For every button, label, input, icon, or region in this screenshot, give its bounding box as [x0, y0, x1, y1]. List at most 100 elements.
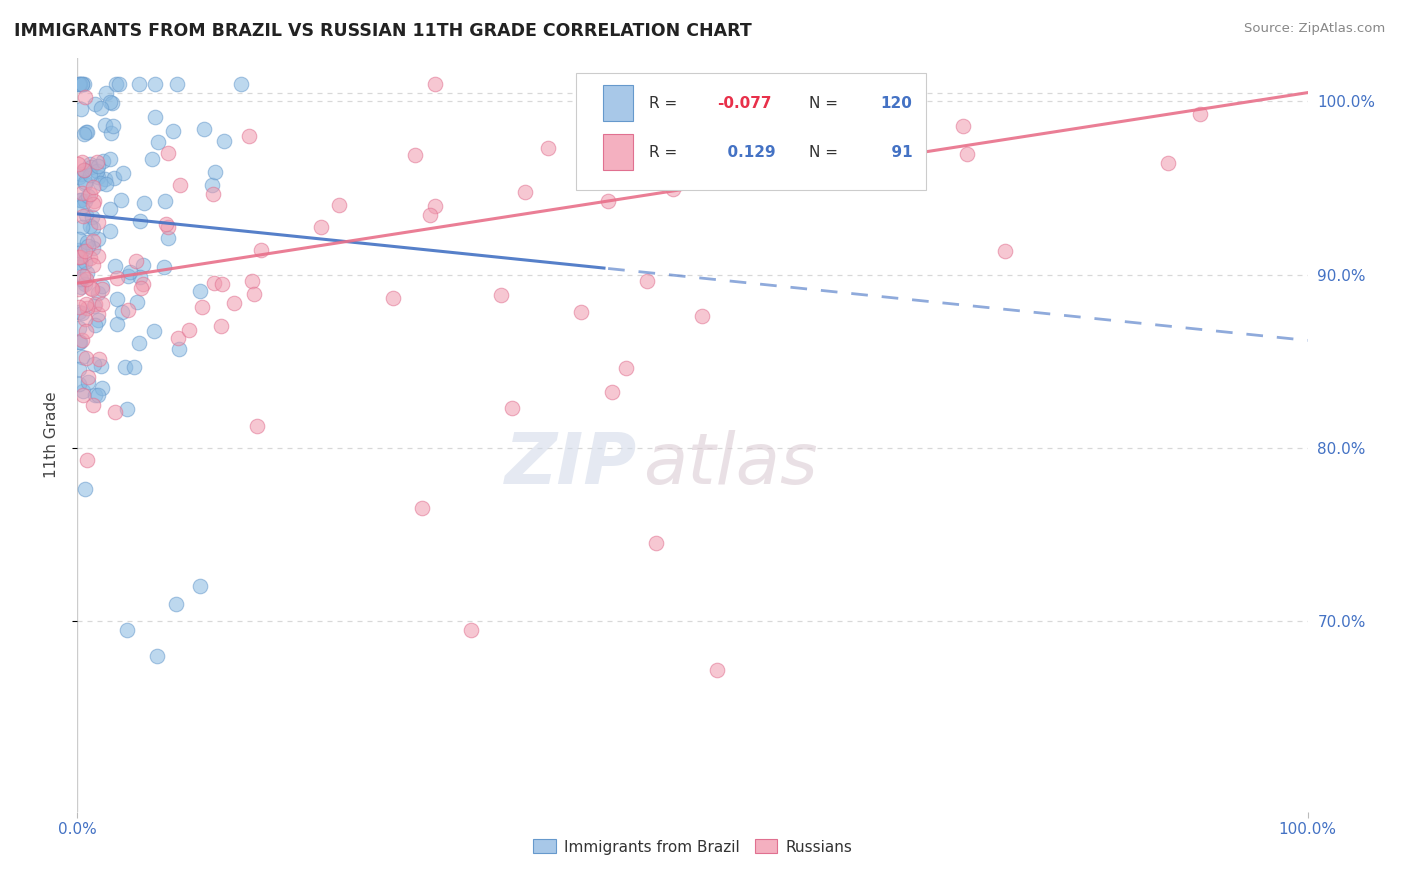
Point: [72, 350, 94, 364]
Point: [501, 401, 523, 415]
Point: [70, 77, 93, 91]
Point: [238, 128, 260, 143]
Point: [994, 244, 1017, 259]
Point: [115, 623, 138, 637]
Point: [117, 268, 139, 283]
Point: [67, 157, 90, 171]
Point: [67, 260, 90, 274]
Point: [955, 147, 977, 161]
Point: [103, 170, 125, 185]
Point: [177, 323, 200, 337]
Point: [117, 303, 139, 318]
Point: [73, 77, 96, 91]
Point: [82, 220, 104, 235]
Point: [209, 318, 232, 333]
Point: [67, 305, 90, 319]
Point: [76, 125, 98, 139]
Point: [90, 381, 112, 395]
Point: [82, 180, 104, 194]
Point: [80, 281, 103, 295]
Point: [83, 194, 105, 208]
Point: [82, 258, 104, 272]
Text: atlas: atlas: [644, 431, 818, 500]
Point: [76, 301, 98, 316]
Point: [1188, 106, 1211, 120]
Point: [104, 260, 127, 274]
Point: [100, 202, 122, 216]
Point: [67, 77, 90, 91]
Point: [82, 399, 104, 413]
Point: [67, 243, 90, 257]
Point: [73, 175, 96, 189]
Point: [114, 359, 136, 374]
Point: [70, 244, 93, 258]
Point: [155, 194, 177, 209]
Point: [73, 163, 96, 178]
Point: [77, 375, 100, 389]
Point: [153, 260, 176, 274]
Text: 0.129: 0.129: [717, 145, 776, 160]
Point: [83, 97, 105, 112]
Point: [75, 255, 97, 269]
Point: [796, 96, 818, 111]
Point: [76, 266, 98, 280]
Point: [129, 281, 152, 295]
Point: [67, 232, 90, 246]
Point: [96, 177, 118, 191]
Text: -0.077: -0.077: [717, 95, 772, 111]
Point: [599, 89, 621, 103]
Point: [100, 95, 122, 110]
Point: [67, 335, 90, 350]
Text: IMMIGRANTS FROM BRAZIL VS RUSSIAN 11TH GRADE CORRELATION CHART: IMMIGRANTS FROM BRAZIL VS RUSSIAN 11TH G…: [14, 22, 752, 40]
Point: [952, 119, 974, 133]
Point: [489, 287, 512, 301]
Point: [105, 271, 128, 285]
Point: [98, 224, 121, 238]
Point: [419, 208, 441, 222]
Point: [240, 274, 263, 288]
Point: [72, 333, 94, 347]
Legend: Immigrants from Brazil, Russians: Immigrants from Brazil, Russians: [527, 833, 858, 861]
Point: [229, 77, 252, 91]
Point: [76, 188, 98, 202]
Point: [103, 405, 125, 419]
Point: [75, 125, 97, 139]
FancyBboxPatch shape: [575, 73, 927, 190]
Point: [79, 251, 101, 265]
Point: [423, 199, 446, 213]
Point: [86, 388, 108, 402]
Point: [93, 172, 115, 186]
Point: [79, 168, 101, 182]
Point: [72, 306, 94, 320]
Point: [69, 102, 91, 116]
Point: [202, 276, 225, 290]
Point: [76, 235, 98, 249]
Point: [146, 648, 169, 663]
Point: [79, 157, 101, 171]
Point: [87, 307, 110, 321]
Point: [67, 300, 90, 314]
Point: [115, 401, 138, 416]
Text: ZIP: ZIP: [505, 431, 637, 500]
Point: [75, 324, 97, 338]
Point: [143, 77, 166, 91]
Point: [90, 359, 112, 373]
Point: [70, 272, 93, 286]
Point: [128, 214, 150, 228]
Point: [86, 159, 108, 173]
Point: [80, 282, 103, 296]
Point: [72, 186, 94, 200]
Point: [460, 623, 482, 637]
Point: [82, 210, 104, 224]
Point: [87, 232, 110, 246]
Point: [90, 101, 112, 115]
Point: [98, 153, 121, 167]
Point: [581, 128, 603, 142]
Point: [73, 162, 96, 177]
Point: [143, 324, 166, 338]
Point: [67, 282, 90, 296]
Point: [100, 126, 122, 140]
Point: [69, 168, 91, 182]
Point: [105, 77, 128, 91]
Point: [200, 178, 222, 193]
